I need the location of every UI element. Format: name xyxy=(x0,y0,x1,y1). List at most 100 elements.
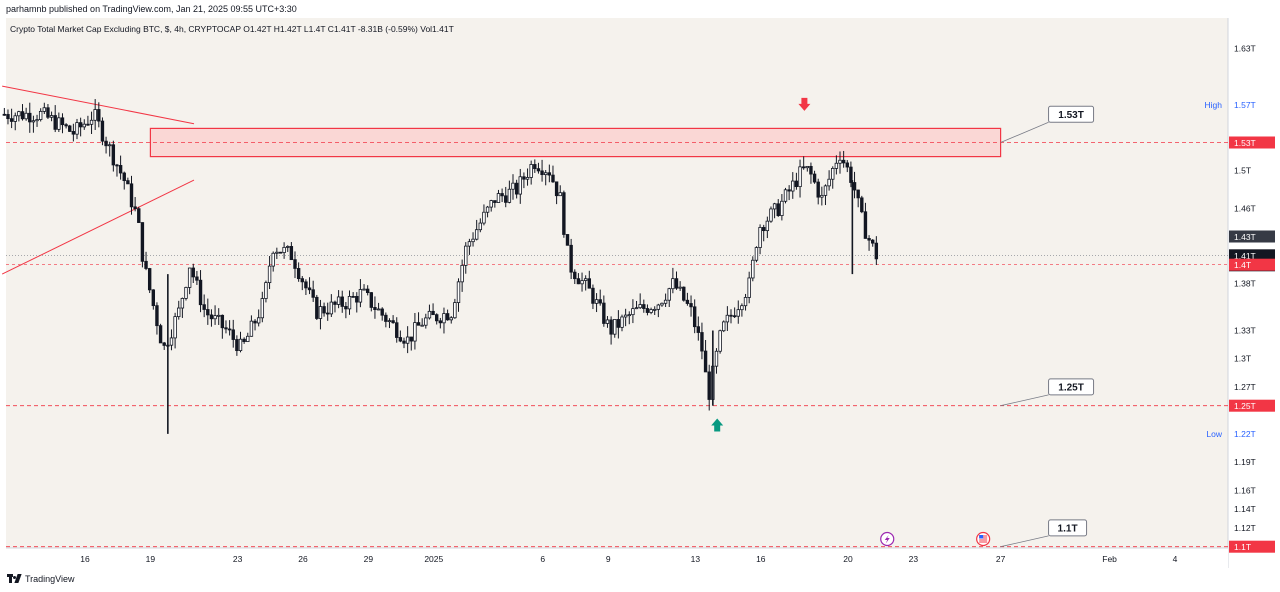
candle-body xyxy=(391,320,395,324)
candle-body xyxy=(424,317,428,326)
candle-body xyxy=(187,267,192,288)
candle xyxy=(812,170,817,184)
price-chart[interactable]: Crypto Total Market Cap Excluding BTC, $… xyxy=(0,18,1280,568)
candle-body xyxy=(173,316,177,339)
y-tick-label: 1.14T xyxy=(1234,504,1256,514)
candle-body xyxy=(783,189,788,202)
candle-body xyxy=(86,123,90,126)
candle-body xyxy=(169,337,174,346)
candle xyxy=(700,322,704,360)
candle-body xyxy=(649,309,653,313)
candle-body xyxy=(849,166,853,183)
candle xyxy=(765,216,770,239)
candle-body xyxy=(78,122,83,128)
candle-body xyxy=(144,260,148,269)
candle-body xyxy=(700,332,704,352)
candle-body xyxy=(663,299,668,304)
candle xyxy=(609,316,613,345)
candle-body xyxy=(71,131,76,135)
lightning-glyph xyxy=(884,535,890,544)
candle xyxy=(485,205,490,218)
candle xyxy=(642,299,646,313)
candle-body xyxy=(35,119,39,122)
candle xyxy=(191,263,195,284)
candle-body xyxy=(104,140,108,147)
x-tick-label: 27 xyxy=(996,554,1006,564)
candle xyxy=(307,277,312,295)
candle-body xyxy=(867,238,871,241)
candle-body xyxy=(122,172,126,182)
trendline-1 xyxy=(1,179,195,275)
candle xyxy=(860,195,864,214)
candle-body xyxy=(111,144,116,166)
candle xyxy=(656,303,661,318)
candle-body xyxy=(682,286,686,301)
candle-body xyxy=(831,167,835,180)
candle-body xyxy=(82,123,86,128)
candle-body xyxy=(860,197,864,213)
candle xyxy=(71,123,76,142)
candle-body xyxy=(322,306,326,314)
candle xyxy=(38,108,43,122)
candle-body xyxy=(707,371,711,400)
candle xyxy=(867,235,871,251)
candle-body xyxy=(53,115,57,130)
candle-body xyxy=(529,164,533,178)
x-tick-label: Feb xyxy=(1102,554,1117,564)
candle xyxy=(663,293,668,307)
callout-box-0 xyxy=(1048,105,1095,123)
candle-body xyxy=(493,200,497,203)
candle-body xyxy=(656,304,661,310)
candle xyxy=(162,341,166,350)
price-badge-label: 1.4T xyxy=(1234,260,1251,270)
level-badge xyxy=(1229,399,1275,412)
candle xyxy=(863,202,868,239)
candle-body xyxy=(137,208,141,223)
candle xyxy=(260,291,265,323)
low-value: 1.22T xyxy=(1234,429,1256,439)
candle-body xyxy=(740,305,744,311)
flag-canton xyxy=(979,535,984,539)
x-tick-label: 19 xyxy=(146,554,156,564)
candle xyxy=(533,159,537,173)
time-axis xyxy=(6,548,1228,568)
candle-body xyxy=(416,322,421,326)
trendline-0 xyxy=(2,85,195,125)
candle xyxy=(540,159,544,182)
candle-body xyxy=(355,296,359,303)
level-badge-label: 1.1T xyxy=(1234,542,1251,552)
candle xyxy=(474,219,479,241)
candle-body xyxy=(89,119,94,125)
candle xyxy=(435,313,439,325)
candle xyxy=(46,104,50,119)
candle-body xyxy=(100,120,105,142)
candle-body xyxy=(398,337,403,342)
candle-body xyxy=(253,320,257,324)
candle xyxy=(198,270,203,313)
candle xyxy=(722,320,726,333)
level-badge xyxy=(1229,136,1275,149)
candle-body xyxy=(351,295,355,298)
tradingview-icon xyxy=(7,574,22,584)
candle-body xyxy=(256,317,261,324)
candle xyxy=(416,312,421,326)
high-tag: High xyxy=(1205,100,1223,110)
up-arrow-icon xyxy=(711,418,724,432)
candle-body xyxy=(93,109,97,121)
candle-body xyxy=(180,298,185,309)
candle-body xyxy=(642,304,646,309)
candle xyxy=(180,297,185,318)
candle-body xyxy=(674,278,679,289)
candle-body xyxy=(801,166,806,169)
candle xyxy=(482,204,486,226)
candle-body xyxy=(667,288,671,301)
tradingview-logo[interactable]: TradingView xyxy=(7,574,75,584)
candle xyxy=(195,270,199,285)
plot-area xyxy=(6,18,1228,548)
candle-body xyxy=(765,220,770,232)
candle xyxy=(373,296,377,319)
candle xyxy=(365,285,370,296)
price-badge xyxy=(1229,258,1275,271)
candle xyxy=(122,171,126,190)
candle-body xyxy=(616,319,621,328)
